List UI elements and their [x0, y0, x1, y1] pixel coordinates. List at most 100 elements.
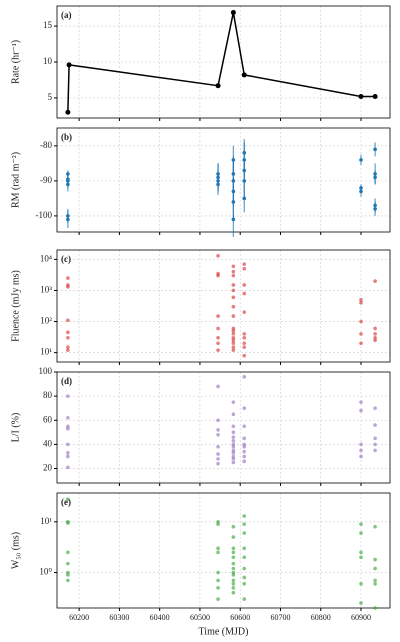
point [359, 454, 363, 459]
x-tick-label: 60900 [351, 613, 371, 622]
y-axis-label: Fluence (mJy ms) [10, 270, 21, 342]
point [231, 550, 236, 555]
point [231, 430, 236, 435]
point [373, 147, 377, 152]
point [66, 217, 70, 222]
point [242, 353, 247, 358]
point [66, 345, 70, 349]
point [66, 465, 70, 470]
x-tick-label: 60400 [150, 613, 170, 622]
point [231, 451, 236, 455]
plot-frame [56, 371, 391, 484]
x-tick-label: 60800 [311, 613, 331, 622]
y-tick-label: 100 [39, 366, 53, 376]
point [242, 581, 247, 586]
point [231, 332, 236, 336]
point [216, 273, 220, 278]
point [66, 394, 70, 398]
point [359, 189, 363, 194]
point [359, 581, 363, 586]
panel-label: (c) [61, 254, 71, 264]
y-tick-label: 10² [40, 316, 52, 326]
point [66, 442, 70, 447]
point [231, 438, 236, 443]
point [242, 345, 247, 349]
point [66, 62, 72, 68]
point [359, 400, 363, 404]
point [231, 566, 236, 571]
point [216, 457, 220, 461]
point [373, 442, 377, 447]
point [231, 435, 236, 439]
point [242, 449, 247, 454]
point [242, 522, 247, 526]
panel-label: (a) [61, 10, 72, 20]
point [231, 445, 236, 449]
point [216, 586, 220, 590]
point [216, 597, 220, 601]
point [231, 348, 236, 352]
point [231, 573, 236, 577]
point [242, 459, 247, 464]
point [373, 207, 377, 211]
point [242, 514, 247, 518]
point [359, 531, 363, 535]
point [216, 432, 220, 437]
point [242, 375, 247, 379]
point [242, 332, 247, 336]
point [242, 310, 247, 314]
point [216, 522, 220, 526]
y-tick-label: 10³ [40, 285, 52, 295]
point [65, 109, 71, 115]
point [242, 445, 247, 449]
point [231, 269, 236, 274]
point [242, 575, 247, 580]
y-tick-label: 40 [43, 438, 53, 448]
point [216, 182, 220, 187]
point [216, 336, 220, 340]
point [373, 332, 377, 336]
point [231, 424, 236, 429]
point [359, 301, 363, 305]
point [216, 341, 220, 346]
point [242, 424, 247, 429]
point [242, 566, 247, 571]
panel-label: (b) [61, 132, 72, 142]
point [66, 573, 70, 577]
point [216, 428, 220, 432]
point [231, 581, 236, 586]
y-tick-label: 10 [43, 56, 53, 66]
point [373, 423, 377, 427]
point [373, 578, 377, 583]
point [231, 590, 236, 595]
point [242, 283, 247, 287]
point [231, 295, 236, 300]
point [66, 550, 70, 555]
y-tick-label: 10¹ [40, 516, 52, 526]
point [231, 400, 236, 404]
point [373, 566, 377, 571]
point [231, 314, 236, 318]
point [66, 330, 70, 335]
point [216, 445, 220, 449]
point [231, 460, 236, 465]
point [66, 336, 70, 340]
point [242, 546, 247, 551]
point [231, 535, 236, 539]
point [242, 555, 247, 560]
point [216, 418, 220, 423]
point [216, 314, 220, 318]
point [373, 406, 377, 410]
y-axis-label: L/I (%) [10, 413, 21, 443]
point [231, 457, 236, 461]
point [66, 285, 70, 289]
point [216, 546, 220, 551]
point [231, 546, 236, 551]
point [359, 158, 363, 162]
point [242, 196, 247, 201]
point [373, 336, 377, 340]
plot-frame [56, 492, 391, 609]
point [216, 326, 220, 331]
point [373, 524, 377, 529]
